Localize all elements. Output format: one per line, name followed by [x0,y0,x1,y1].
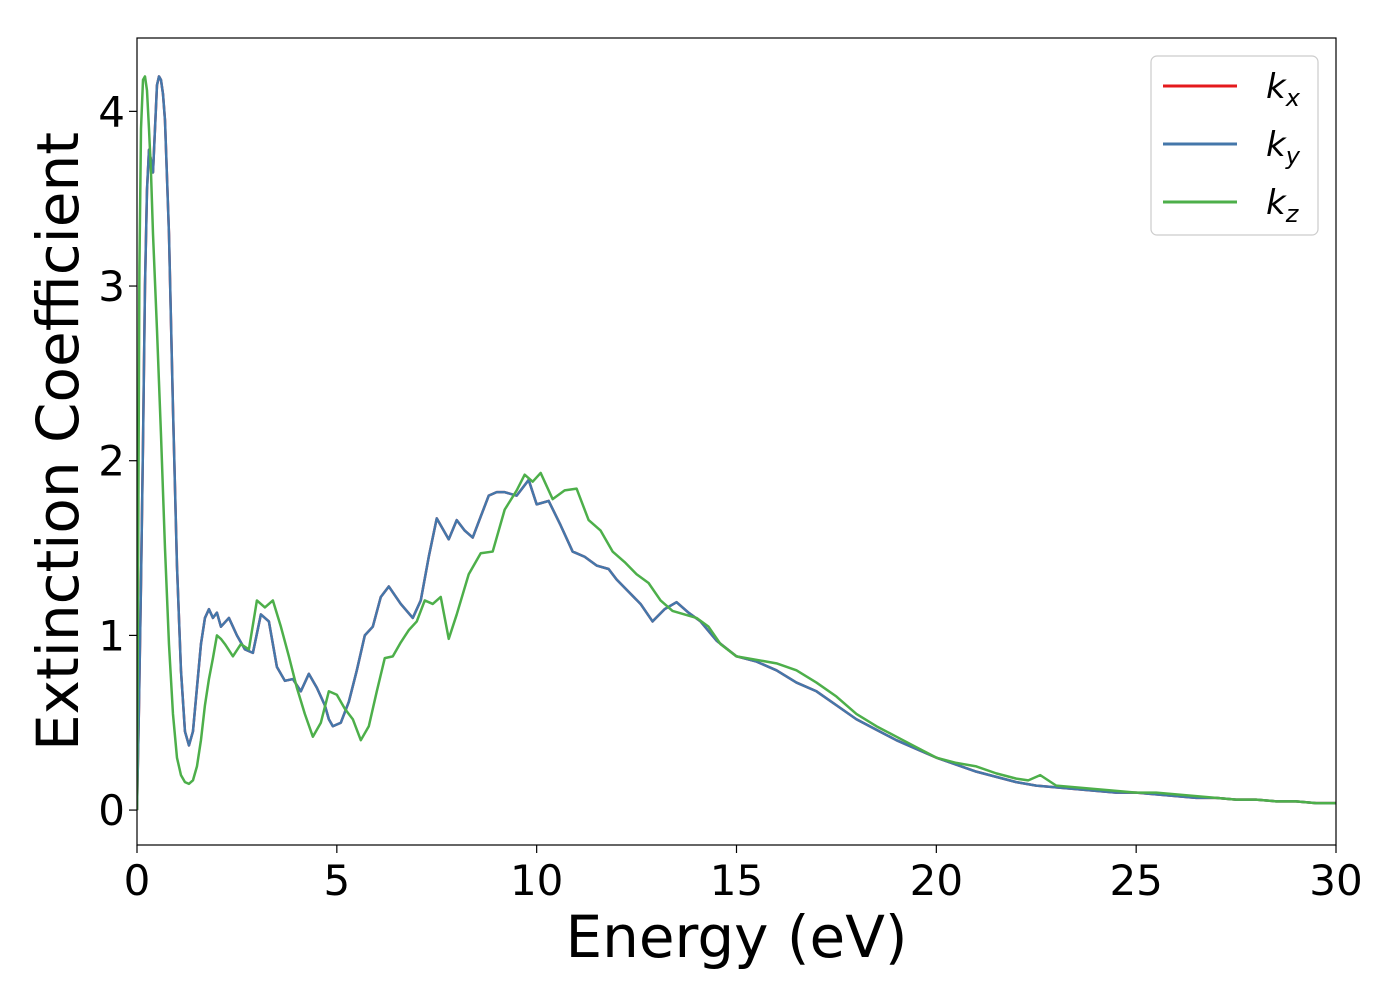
y-tick-label: 4 [98,87,125,136]
legend-label-y: ky [1266,125,1301,170]
y-tick-label: 1 [98,611,125,660]
axes-layer: 0 5 10 15 20 25 30 0 1 2 3 4 [98,37,1363,905]
x-tick-label: 20 [910,856,963,905]
legend-label-base: k [1266,67,1287,107]
y-tick-label: 3 [98,262,125,311]
x-axis-title: Energy (eV) [565,903,907,971]
y-tick-label: 0 [98,786,125,835]
series-layer [137,75,1336,811]
x-tick-label: 15 [710,856,763,905]
x-tick-label: 10 [510,856,563,905]
y-axis-title: Extinction Coefficient [24,132,92,751]
x-tick-label: 0 [124,856,151,905]
series-line-z [137,75,1336,811]
legend-label-subscript: x [1285,84,1301,112]
legend-label-base: k [1266,183,1287,223]
legend-label-subscript: y [1285,142,1301,170]
legend-label-z: kz [1266,183,1300,228]
y-tick-label: 2 [98,437,125,486]
series-line-y [137,75,1336,811]
legend-label-subscript: z [1285,200,1300,228]
legend-label-x: kx [1266,67,1301,112]
x-tick-label: 5 [323,856,350,905]
x-tick-label: 30 [1309,856,1362,905]
legend-label-base: k [1266,125,1287,165]
x-tick-label: 25 [1109,856,1162,905]
